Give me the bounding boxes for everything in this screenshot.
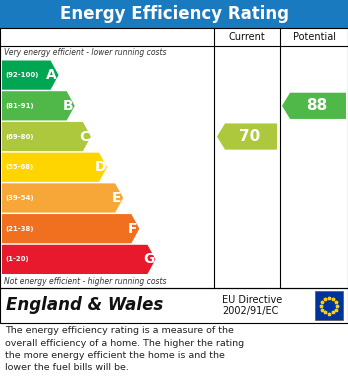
Text: (55-68): (55-68) xyxy=(5,164,33,170)
Bar xyxy=(0,0,348,28)
Text: A: A xyxy=(46,68,57,82)
Text: 88: 88 xyxy=(306,98,327,113)
Bar xyxy=(0,28,348,288)
Text: (39-54): (39-54) xyxy=(5,195,34,201)
Polygon shape xyxy=(2,91,75,120)
Text: The energy efficiency rating is a measure of the
overall efficiency of a home. T: The energy efficiency rating is a measur… xyxy=(5,326,244,373)
Polygon shape xyxy=(217,124,277,150)
Text: England & Wales: England & Wales xyxy=(6,296,163,314)
Text: G: G xyxy=(143,253,154,266)
Text: (21-38): (21-38) xyxy=(5,226,33,232)
Polygon shape xyxy=(2,122,91,151)
Text: B: B xyxy=(62,99,73,113)
Text: Energy Efficiency Rating: Energy Efficiency Rating xyxy=(60,5,288,23)
Text: 2002/91/EC: 2002/91/EC xyxy=(222,307,278,316)
Text: Not energy efficient - higher running costs: Not energy efficient - higher running co… xyxy=(4,277,166,286)
Text: (92-100): (92-100) xyxy=(5,72,38,78)
Polygon shape xyxy=(282,93,346,119)
Text: (81-91): (81-91) xyxy=(5,103,34,109)
Text: E: E xyxy=(111,191,121,205)
Polygon shape xyxy=(2,183,123,213)
Text: EU Directive: EU Directive xyxy=(222,294,282,305)
Text: F: F xyxy=(128,222,137,236)
Text: 70: 70 xyxy=(239,129,261,144)
Text: C: C xyxy=(79,129,89,143)
Text: D: D xyxy=(94,160,106,174)
Bar xyxy=(0,288,348,323)
Polygon shape xyxy=(2,152,107,182)
Polygon shape xyxy=(2,245,156,274)
Polygon shape xyxy=(2,61,58,90)
Text: (69-80): (69-80) xyxy=(5,134,33,140)
Text: Current: Current xyxy=(229,32,266,42)
Text: (1-20): (1-20) xyxy=(5,256,29,262)
Polygon shape xyxy=(2,214,139,243)
Text: Very energy efficient - lower running costs: Very energy efficient - lower running co… xyxy=(4,48,166,57)
Text: Potential: Potential xyxy=(293,32,335,42)
Bar xyxy=(315,291,343,320)
